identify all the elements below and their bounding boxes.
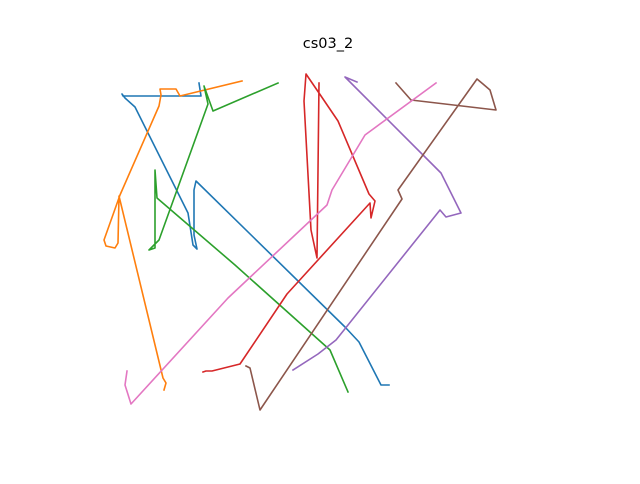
line-series [121, 82, 390, 386]
line-series [124, 81, 438, 405]
line-series [291, 76, 462, 372]
line-series [148, 81, 350, 394]
chart-title: cs03_2 [303, 36, 353, 52]
line-series [103, 80, 243, 391]
line-series [244, 78, 497, 411]
line-series [201, 73, 376, 374]
